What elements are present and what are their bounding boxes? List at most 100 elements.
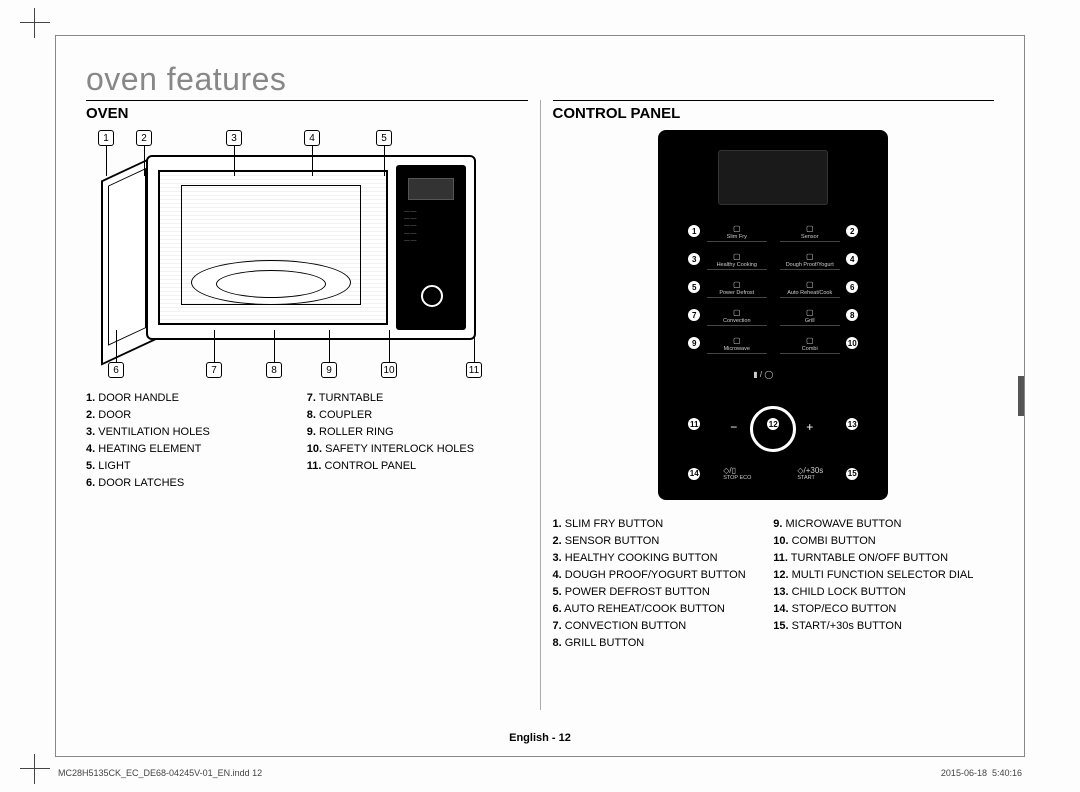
callout-line [144,146,145,176]
cp-callout-4: 4 [846,253,858,265]
cp-display [718,150,828,205]
legend-item: 9. ROLLER RING [307,424,528,441]
cp-dial-icons-top: ▮ / ◯ [753,370,773,379]
cp-row: 5 ▢Power Defrost ▢Auto Reheat/Cook 6 [688,276,858,298]
cp-label-group: ▢Slim Fry ▢Sensor [700,220,846,242]
cp-stop-eco-label: ◇/▯STOP ECO [723,466,751,481]
control-panel-heading: CONTROL PANEL [553,100,995,122]
cp-callout-8: 8 [846,309,858,321]
cp-button-label: ▢Sensor [780,224,840,242]
cp-button-label: ▢Combi [780,336,840,354]
legend-item: 4. HEATING ELEMENT [86,441,307,458]
oven-callout-1: 1 [98,130,114,146]
oven-callout-9: 9 [321,362,337,378]
oven-door-glass [108,168,146,346]
legend-item: 7. CONVECTION BUTTON [553,618,774,635]
page-frame: oven features OVEN ── ──── ──── [55,35,1025,757]
cp-callout-5: 5 [688,281,700,293]
callout-line [234,146,235,176]
callout-line [312,146,313,176]
legend-item: 1. SLIM FRY BUTTON [553,516,774,533]
legend-item: 9. MICROWAVE BUTTON [773,516,994,533]
oven-callout-8: 8 [266,362,282,378]
callout-line [384,146,385,176]
cp-callout-6: 6 [846,281,858,293]
oven-panel-dial [421,285,443,307]
cp-callout-10: 10 [846,337,858,349]
legend-item: 8. COUPLER [307,407,528,424]
cp-row: 7 ▢Convection ▢Grill 8 [688,304,858,326]
footer-stamp: 2015-06-18  5:40:16 [941,768,1022,778]
cp-button-label: ▢Dough Proof/Yogurt [780,252,840,270]
footer-file: MC28H5135CK_EC_DE68-04245V-01_EN.indd 12 [58,768,262,778]
cp-callout-9: 9 [688,337,700,349]
page-footer: English - 12 [56,732,1024,744]
oven-callout-2: 2 [136,130,152,146]
oven-callout-4: 4 [304,130,320,146]
cp-callout-3: 3 [688,253,700,265]
legend-item: 6. AUTO REHEAT/COOK BUTTON [553,601,774,618]
cp-button-label: ▢Auto Reheat/Cook [780,280,840,298]
legend-item: 7. TURNTABLE [307,390,528,407]
legend-item: 14. STOP/ECO BUTTON [773,601,994,618]
legend-item: 12. MULTI FUNCTION SELECTOR DIAL [773,567,994,584]
cp-button-label: ▢Healthy Cooking [707,252,767,270]
cp-label-group: ▢Microwave ▢Combi [700,332,846,354]
cp-button-label: ▢Slim Fry [707,224,767,242]
oven-callout-10: 10 [381,362,397,378]
oven-legend: 1. DOOR HANDLE2. DOOR3. VENTILATION HOLE… [86,390,528,492]
cp-row: 1 ▢Slim Fry ▢Sensor 2 [688,220,858,242]
cp-callout-1: 1 [688,225,700,237]
oven-callout-11: 11 [466,362,482,378]
cp-button-label: ▢Grill [780,308,840,326]
crop-mark-tl [20,8,50,38]
cp-callout-7: 7 [688,309,700,321]
oven-diagram: ── ──── ──── ──── ──── ── 1234567891011 [86,130,506,380]
legend-item: 10. COMBI BUTTON [773,533,994,550]
legend-item: 2. DOOR [86,407,307,424]
legend-item: 3. HEALTHY COOKING BUTTON [553,550,774,567]
cp-callout-15: 15 [846,468,858,480]
callout-line [116,330,117,362]
oven-column: OVEN ── ──── ──── ──── ──── ── 123456789… [86,100,540,710]
cp-row: 3 ▢Healthy Cooking ▢Dough Proof/Yogurt 4 [688,248,858,270]
legend-item: 13. CHILD LOCK BUTTON [773,584,994,601]
legend-item: 6. DOOR LATCHES [86,475,307,492]
legend-item: 8. GRILL BUTTON [553,635,774,652]
legend-item: 5. POWER DEFROST BUTTON [553,584,774,601]
control-panel-column: CONTROL PANEL ▮ / ◯ − + 11 12 13 [540,100,995,710]
oven-roller-ring [216,270,326,298]
oven-callout-3: 3 [226,130,242,146]
oven-callout-5: 5 [376,130,392,146]
legend-item: 3. VENTILATION HOLES [86,424,307,441]
legend-item: 2. SENSOR BUTTON [553,533,774,550]
cp-button-label: ▢Power Defrost [707,280,767,298]
page-title: oven features [86,61,994,98]
legend-item: 11. TURNTABLE ON/OFF BUTTON [773,550,994,567]
oven-panel-buttons: ── ──── ──── ──── ──── ── [404,208,458,244]
oven-panel-display [408,178,454,200]
cp-callout-12: 12 [767,418,779,430]
callout-line [474,330,475,362]
callout-line [274,330,275,362]
cp-callout-13: 13 [846,418,858,430]
legend-item: 5. LIGHT [86,458,307,475]
cp-callout-2: 2 [846,225,858,237]
cp-start-label: ◇/+30sSTART [797,466,823,481]
cp-button-label: ▢Microwave [707,336,767,354]
callout-line [214,330,215,362]
legend-item: 15. START/+30s BUTTON [773,618,994,635]
legend-item: 4. DOUGH PROOF/YOGURT BUTTON [553,567,774,584]
cp-label-group: ▢Power Defrost ▢Auto Reheat/Cook [700,276,846,298]
cp-row: 9 ▢Microwave ▢Combi 10 [688,332,858,354]
legend-item: 10. SAFETY INTERLOCK HOLES [307,441,528,458]
callout-line [329,330,330,362]
oven-heading: OVEN [86,100,528,122]
legend-item: 11. CONTROL PANEL [307,458,528,475]
oven-callout-6: 6 [108,362,124,378]
control-panel-legend: 1. SLIM FRY BUTTON2. SENSOR BUTTON3. HEA… [553,516,995,652]
cp-callout-11: 11 [688,418,700,430]
callout-line [389,330,390,362]
cp-button-label: ▢Convection [707,308,767,326]
control-panel-graphic: ▮ / ◯ − + 11 12 13 14 ◇/▯STOP ECO [658,130,888,500]
